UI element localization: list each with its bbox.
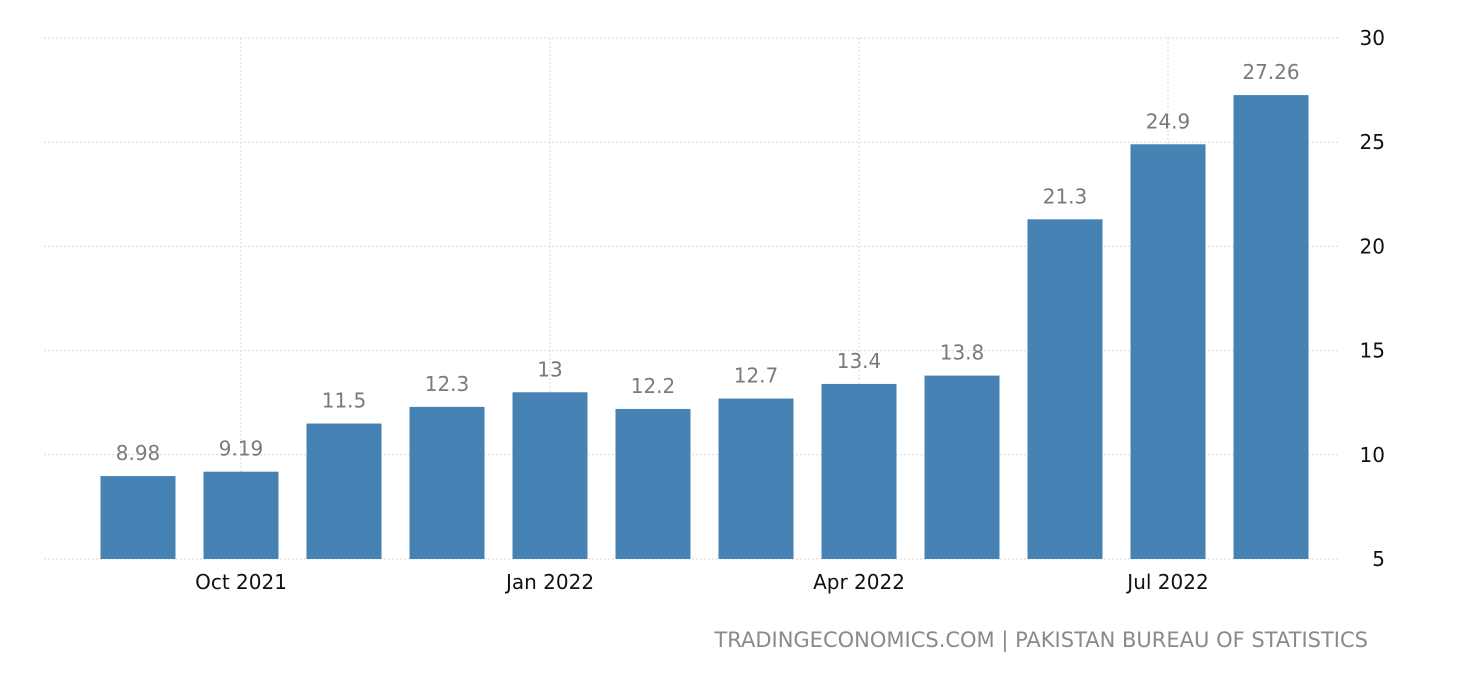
bars <box>100 95 1309 560</box>
y-axis-ticks: 5 10 15 20 25 30 <box>1360 26 1385 571</box>
y-tick-label: 10 <box>1360 443 1385 467</box>
bar-value-label: 24.9 <box>1146 109 1191 133</box>
bar-10 <box>1027 219 1103 560</box>
bar-12 <box>1233 95 1309 560</box>
x-tick-label: Apr 2022 <box>813 570 905 594</box>
bar-2 <box>203 471 279 559</box>
y-tick-label: 15 <box>1360 339 1385 363</box>
bar-7 <box>718 398 794 559</box>
bar-3 <box>306 423 382 559</box>
bar-value-label: 13 <box>537 357 562 381</box>
bar-value-label: 12.7 <box>734 364 779 388</box>
bar-value-label: 27.26 <box>1242 60 1299 84</box>
y-tick-label: 25 <box>1360 130 1385 154</box>
value-labels: 8.98 9.19 11.5 12.3 13 12.2 12.7 13.4 13.8 21.3 24… <box>116 60 1300 465</box>
bar-value-label: 8.98 <box>116 441 161 465</box>
x-tick-label: Oct 2021 <box>195 570 287 594</box>
x-tick-label: Jan 2022 <box>504 570 594 594</box>
bar-4 <box>409 406 485 559</box>
bar-6 <box>615 408 691 559</box>
x-tick-label: Jul 2022 <box>1125 570 1208 594</box>
x-axis-ticks: Oct 2021 Jan 2022 Apr 2022 Jul 2022 <box>195 570 1209 594</box>
bar-value-label: 11.5 <box>322 389 367 413</box>
y-tick-label: 20 <box>1360 234 1385 258</box>
bar-5 <box>512 392 588 559</box>
source-attribution: TRADINGECONOMICS.COM | PAKISTAN BUREAU O… <box>714 628 1368 652</box>
bar-value-label: 21.3 <box>1043 184 1088 208</box>
bar-11 <box>1130 144 1206 559</box>
y-tick-label: 30 <box>1360 26 1385 50</box>
bar-value-label: 12.3 <box>425 372 470 396</box>
gridlines <box>44 37 1340 560</box>
bar-value-label: 9.19 <box>219 437 264 461</box>
bar-value-label: 13.8 <box>940 341 985 365</box>
bar-8 <box>821 383 897 559</box>
bar-value-label: 13.4 <box>837 349 882 373</box>
bar-9 <box>924 375 1000 559</box>
y-tick-label: 5 <box>1372 547 1385 571</box>
bar-1 <box>100 476 176 559</box>
bar-value-label: 12.2 <box>631 374 676 398</box>
